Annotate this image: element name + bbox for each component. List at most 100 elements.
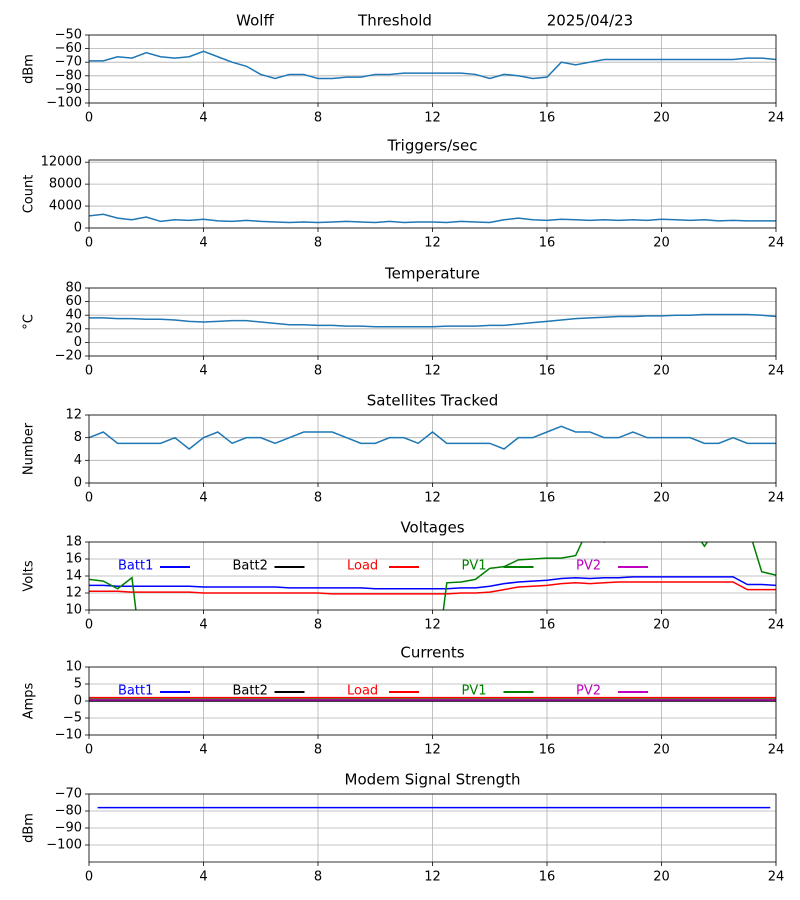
x-tick-label: 12 <box>424 236 441 251</box>
x-tick-label: 0 <box>85 236 93 251</box>
x-tick-label: 24 <box>768 364 785 379</box>
x-tick-label: 20 <box>653 870 670 885</box>
chart-title: Modem Signal Strength <box>345 771 521 789</box>
x-tick-label: 4 <box>199 618 207 633</box>
x-tick-label: 8 <box>314 111 322 126</box>
y-tick-label: −70 <box>55 787 82 802</box>
x-tick-label: 20 <box>653 618 670 633</box>
legend-label: PV2 <box>576 559 601 574</box>
data-line <box>89 576 776 590</box>
x-tick-label: 4 <box>199 364 207 379</box>
y-tick-label: 0 <box>74 335 82 350</box>
x-tick-label: 8 <box>314 870 322 885</box>
legend-label: PV1 <box>462 559 487 574</box>
x-tick-label: 16 <box>539 364 556 379</box>
chart-title: 2025/04/23 <box>547 12 633 30</box>
y-tick-label: −20 <box>55 349 82 364</box>
x-tick-label: 12 <box>424 870 441 885</box>
panel: Wolff Threshold 2025/04/23 dBm −100−90−80−70… <box>22 12 785 126</box>
y-tick-label: 16 <box>65 552 82 567</box>
y-tick-label: −60 <box>55 41 82 56</box>
chart-title: Temperature <box>384 265 480 283</box>
y-tick-label: 0 <box>74 221 82 236</box>
y-tick-label: 10 <box>65 660 82 675</box>
y-axis-label: Volts <box>22 560 37 592</box>
x-tick-label: 0 <box>85 870 93 885</box>
x-tick-label: 4 <box>199 743 207 758</box>
chart-title: Satellites Tracked <box>367 392 498 410</box>
y-tick-label: 60 <box>65 294 82 309</box>
x-tick-label: 12 <box>424 111 441 126</box>
legend-label: PV1 <box>462 684 487 699</box>
x-tick-label: 0 <box>85 743 93 758</box>
y-tick-label: 12 <box>65 408 82 423</box>
y-axis-label: Count <box>22 175 37 214</box>
legend-label: PV2 <box>576 684 601 699</box>
x-tick-label: 4 <box>199 236 207 251</box>
x-tick-label: 4 <box>199 111 207 126</box>
x-tick-label: 16 <box>539 111 556 126</box>
y-tick-label: 14 <box>65 569 82 584</box>
chart-title: Wolff <box>236 12 274 30</box>
x-tick-label: 12 <box>424 491 441 506</box>
y-tick-label: 10 <box>65 603 82 618</box>
y-tick-label: 4 <box>74 453 82 468</box>
y-tick-label: −10 <box>55 728 82 743</box>
x-tick-label: 0 <box>85 364 93 379</box>
x-tick-label: 12 <box>424 618 441 633</box>
x-tick-label: 16 <box>539 870 556 885</box>
legend-label: Batt1 <box>118 559 153 574</box>
legend-label: Batt2 <box>233 684 268 699</box>
y-axis-label: Amps <box>22 682 37 719</box>
y-tick-label: −80 <box>55 68 82 83</box>
x-tick-label: 8 <box>314 618 322 633</box>
legend-label: Batt2 <box>233 559 268 574</box>
y-tick-label: 20 <box>65 321 82 336</box>
x-tick-label: 20 <box>653 743 670 758</box>
y-tick-label: 0 <box>74 694 82 709</box>
y-tick-label: 12 <box>65 586 82 601</box>
x-tick-label: 20 <box>653 236 670 251</box>
panel: Triggers/sec Count 0 4000 8000 12000 0 4 8 12 16 20… <box>22 137 785 251</box>
y-tick-label: 80 <box>65 281 82 296</box>
x-tick-label: 24 <box>768 870 785 885</box>
legend-label: Load <box>347 559 378 574</box>
panel: Currents Amps −10 −5 0 5 10 0 4 8 12 16 20 24 Batt1 Bat… <box>22 644 785 758</box>
axes-frame <box>88 414 777 484</box>
x-tick-label: 8 <box>314 491 322 506</box>
x-tick-label: 8 <box>314 743 322 758</box>
chart-title: Triggers/sec <box>387 137 478 155</box>
y-axis-label: Number <box>22 422 37 475</box>
legend-label: Load <box>347 684 378 699</box>
x-tick-label: 0 <box>85 618 93 633</box>
y-tick-label: −90 <box>55 82 82 97</box>
x-tick-label: 12 <box>424 743 441 758</box>
y-tick-label: 8000 <box>49 177 82 192</box>
x-tick-label: 20 <box>653 364 670 379</box>
axes-frame <box>88 159 777 229</box>
x-tick-label: 24 <box>768 236 785 251</box>
y-tick-label: 4000 <box>49 199 82 214</box>
panel: Satellites Tracked Number 0 4 8 12 0 4 8 12 16 20 24 <box>22 392 785 506</box>
y-axis-label: °C <box>22 314 37 330</box>
chart-title: Threshold <box>357 12 432 30</box>
data-line <box>89 581 776 595</box>
axes-frame <box>88 793 777 863</box>
x-tick-label: 0 <box>85 111 93 126</box>
axes-frame <box>88 666 777 736</box>
legend-label: Batt1 <box>118 684 153 699</box>
x-tick-label: 16 <box>539 236 556 251</box>
y-tick-label: −100 <box>46 838 82 853</box>
x-tick-label: 16 <box>539 618 556 633</box>
y-tick-label: 8 <box>74 430 82 445</box>
x-tick-label: 4 <box>199 491 207 506</box>
y-tick-label: 40 <box>65 308 82 323</box>
panel: Voltages Volts 10 12 14 16 18 0 4 8 12 16 20 24 Batt1 B… <box>22 519 785 633</box>
data-line <box>89 213 776 224</box>
data-line <box>89 313 776 328</box>
y-tick-label: −70 <box>55 55 82 70</box>
y-tick-label: −100 <box>46 96 82 111</box>
axes-frame <box>88 541 777 611</box>
y-tick-label: 18 <box>65 535 82 550</box>
